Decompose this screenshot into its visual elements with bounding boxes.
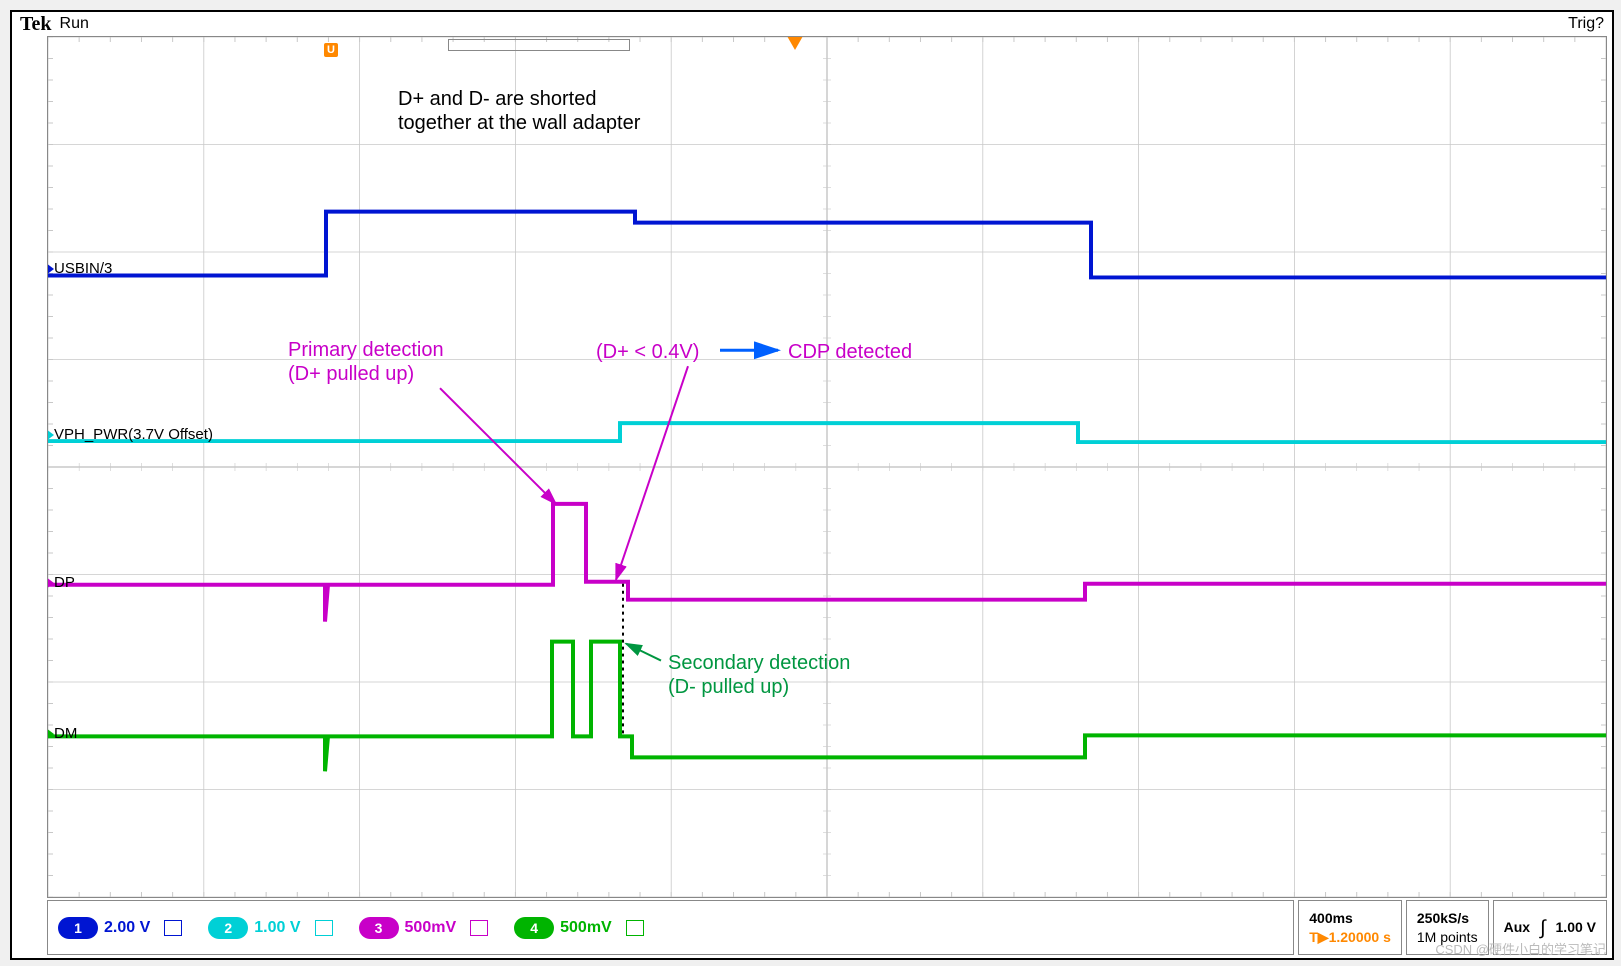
channel-scales: 1 2.00 V 2 1.00 V 3 500mV 4 500mV (47, 900, 1294, 955)
trigger-status: Trig? (1568, 15, 1604, 33)
trigger-edge-icon: ∫ (1540, 915, 1545, 941)
ch3-scale-value: 500mV (405, 919, 457, 937)
delay-icon: T▶ (1309, 929, 1328, 945)
trigger-level: 1.00 V (1556, 918, 1596, 936)
top-ruler (448, 39, 630, 51)
ch4-bw-icon (626, 920, 644, 936)
readout-bar: 1 2.00 V 2 1.00 V 3 500mV 4 500mV 400ms T▶1.200… (47, 900, 1607, 955)
ch3-pill: 3 (359, 917, 399, 939)
annotation-primary-det: Primary detection(D+ pulled up) (288, 338, 444, 386)
u-marker: U (324, 43, 338, 57)
plot-canvas (48, 37, 1606, 897)
ch1-bw-icon (164, 920, 182, 936)
ch1-scale-value: 2.00 V (104, 919, 150, 937)
ch2-scale-readout: 2 1.00 V (208, 917, 332, 939)
annotation-secondary-det: Secondary detection(D- pulled up) (668, 651, 850, 699)
channel-2-label: VPH_PWR(3.7V Offset) (54, 426, 213, 443)
trigger-position-marker (787, 36, 803, 50)
top-bar: Tek Run Trig? (12, 12, 1612, 36)
ch4-scale-value: 500mV (560, 919, 612, 937)
ch1-scale-readout: 1 2.00 V (58, 917, 182, 939)
ch3-scale-readout: 3 500mV (359, 917, 489, 939)
annotation-cdp-det: CDP detected (788, 340, 912, 364)
ch2-pill: 2 (208, 917, 248, 939)
ch3-bw-icon (470, 920, 488, 936)
trigger-source: Aux (1504, 918, 1530, 936)
channel-4-label: DM (54, 725, 77, 742)
channel-3-label: DP (54, 574, 75, 591)
ch1-pill: 1 (58, 917, 98, 939)
channel-1-label: USBIN/3 (54, 260, 112, 277)
oscilloscope-frame: Tek Run Trig? U 1USBIN/32VPH_PWR(3.7V Of… (10, 10, 1614, 960)
annotation-main-note: D+ and D- are shortedtogether at the wal… (398, 87, 640, 135)
watermark: CSDN @硬件小白的学习笔记 (1435, 939, 1606, 958)
annotation-dplus-cond: (D+ < 0.4V) (596, 340, 699, 364)
brand-logo: Tek (20, 13, 52, 36)
delay-value: 1.20000 s (1329, 929, 1391, 945)
sample-rate: 250kS/s (1417, 910, 1469, 926)
ch4-pill: 4 (514, 917, 554, 939)
run-status: Run (60, 15, 89, 33)
ch2-bw-icon (315, 920, 333, 936)
waveform-display: U 1USBIN/32VPH_PWR(3.7V Offset)3DP4DM D+… (47, 36, 1607, 898)
timebase-panel: 400ms T▶1.20000 s (1298, 900, 1402, 955)
ch2-scale-value: 1.00 V (254, 919, 300, 937)
ch4-scale-readout: 4 500mV (514, 917, 644, 939)
timebase-value: 400ms (1309, 910, 1353, 926)
